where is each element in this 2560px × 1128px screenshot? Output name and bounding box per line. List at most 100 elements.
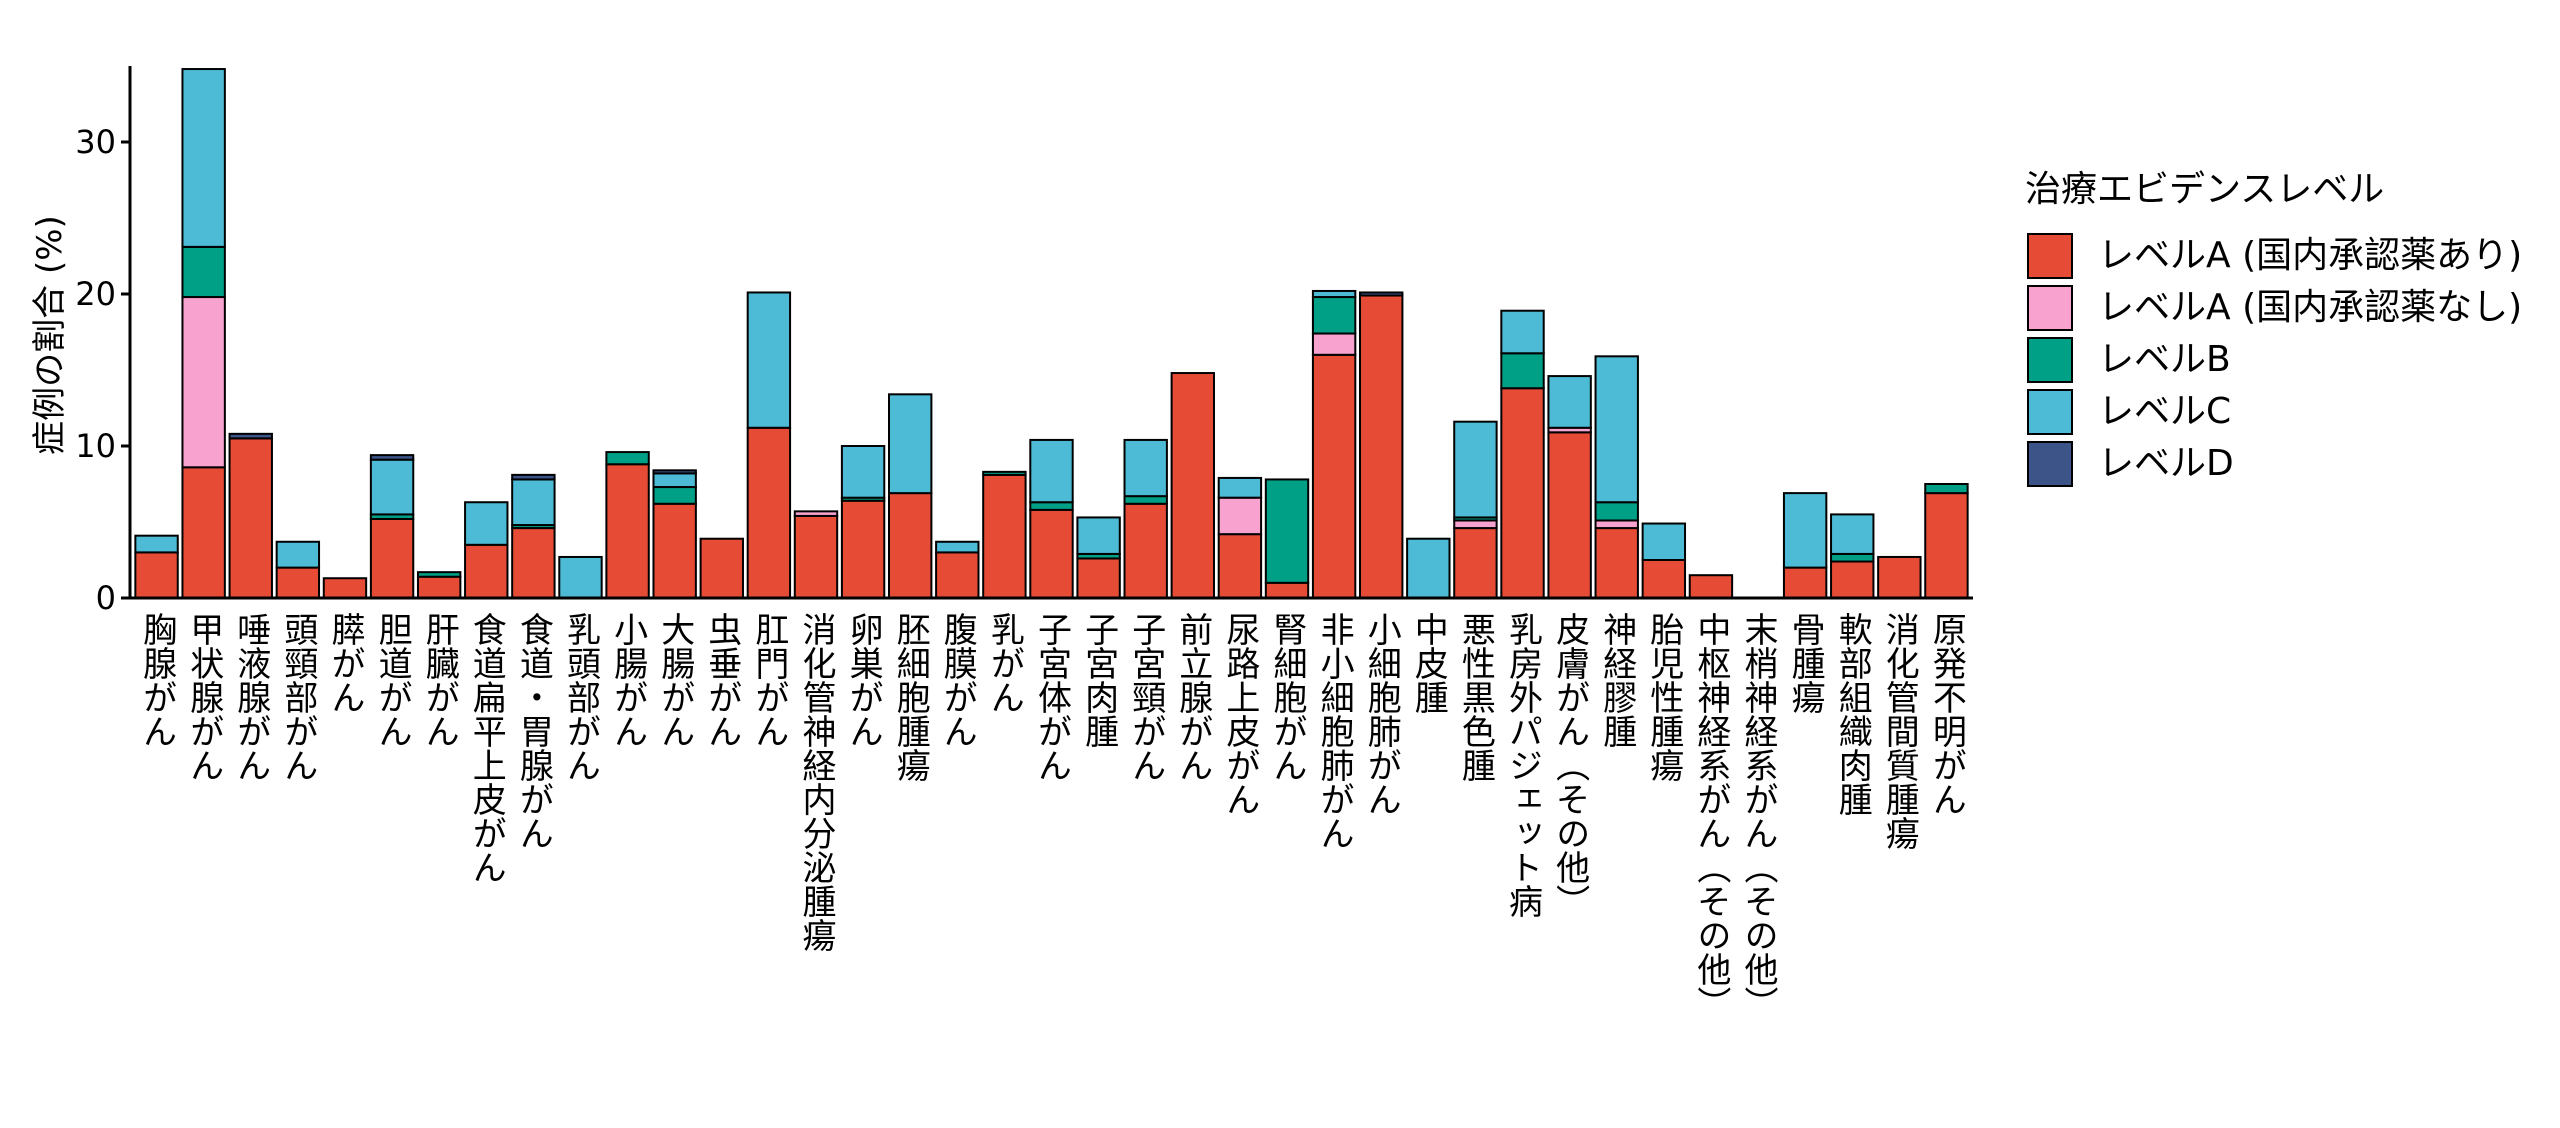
x-tick-label-18: 腹膜がん xyxy=(937,612,978,748)
bar-segment-6-level-d xyxy=(369,454,415,461)
bar-segment-9-level-c xyxy=(511,478,556,527)
x-tick-label-1: 胸腺がん xyxy=(136,612,177,748)
x-tick-label-12: 大腸がん xyxy=(654,612,695,748)
x-tick-label-16: 卵巣がん xyxy=(843,612,884,748)
legend-item-level-c: レベルC xyxy=(2025,386,2522,438)
legend-swatch-level-c xyxy=(2027,389,2073,435)
bar-segment-2-level-c xyxy=(181,68,226,248)
bar-segment-16-level-a-approved xyxy=(840,499,886,599)
x-tick-label-10: 乳頭部がん xyxy=(560,612,601,782)
x-tick-label-19: 乳がん xyxy=(984,612,1025,714)
bar-segment-3-level-d xyxy=(228,432,273,440)
x-tick-label-29: 悪性黒色腫 xyxy=(1455,612,1496,782)
bar-segment-33-level-c xyxy=(1641,522,1687,562)
bar-segment-18-level-c xyxy=(935,540,980,554)
legend-label-level-b: レベルB xyxy=(2098,339,2231,380)
bar-segment-24-level-c xyxy=(1217,476,1263,499)
legend-item-level-a-approved: レベルA (国内承認薬あり) xyxy=(2025,230,2522,282)
y-tick-label-0: 0 xyxy=(96,579,116,617)
x-tick-label-36: 骨腫瘍 xyxy=(1785,612,1826,714)
x-tick-label-22: 子宮頸がん xyxy=(1125,612,1166,782)
x-tick-label-9: 食道・胃腺がん xyxy=(513,612,554,850)
bar-segment-25-level-b xyxy=(1264,478,1310,584)
bar-segment-22-level-c xyxy=(1123,438,1168,498)
bar-segment-1-level-c xyxy=(134,534,179,554)
bar-segment-16-level-c xyxy=(840,445,886,499)
x-tick-label-38: 消化管間質腫瘍 xyxy=(1879,612,1920,850)
bar-segment-32-level-c xyxy=(1594,355,1639,504)
bar-segment-23-level-a-approved xyxy=(1170,372,1215,600)
bar-segment-31-level-a-approved xyxy=(1547,431,1592,599)
x-tick-label-2: 甲状腺がん xyxy=(183,612,224,782)
legend-label-level-a-unapproved: レベルA (国内承認薬なし) xyxy=(2098,287,2523,328)
bar-segment-8-level-c xyxy=(464,501,509,546)
x-tick-label-4: 頭頸部がん xyxy=(277,612,318,782)
legend-label-level-d: レベルD xyxy=(2098,443,2234,484)
bar-segment-36-level-c xyxy=(1782,492,1828,569)
x-tick-label-35: 末梢神経系がん（その他） xyxy=(1738,612,1778,1020)
legend-label-level-a-approved: レベルA (国内承認薬あり) xyxy=(2098,235,2523,276)
bar-segment-21-level-c xyxy=(1076,516,1121,555)
bar-segment-14-level-c xyxy=(746,291,792,429)
bar-segment-20-level-c xyxy=(1029,438,1074,504)
bar-segment-31-level-c xyxy=(1547,375,1592,429)
x-tick-label-32: 神経膠腫 xyxy=(1596,612,1637,748)
legend-swatch-level-a-approved xyxy=(2027,233,2073,279)
legend-swatch-level-a-unapproved xyxy=(2027,285,2073,331)
bar-segment-39-level-b xyxy=(1924,483,1969,495)
bar-segment-9-level-a-approved xyxy=(511,527,556,600)
x-tick-label-33: 胎児性腫瘍 xyxy=(1643,612,1684,782)
legend-item-level-d: レベルD xyxy=(2025,438,2522,490)
x-tick-label-6: 胆道がん xyxy=(372,612,413,748)
x-tick-label-20: 子宮体がん xyxy=(1031,612,1072,782)
bar-segment-19-level-b xyxy=(982,470,1027,476)
x-tick-label-34: 中枢神経系がん（その他） xyxy=(1690,612,1731,1020)
bar-segment-29-level-a-approved xyxy=(1453,527,1498,600)
bar-segment-38-level-a-approved xyxy=(1877,555,1922,600)
bar-segment-27-level-d xyxy=(1359,291,1404,297)
x-tick-label-39: 原発不明がん xyxy=(1926,612,1967,816)
x-tick-label-31: 皮膚がん（その他） xyxy=(1549,612,1590,918)
bar-segment-2-level-b xyxy=(181,245,226,299)
x-tick-label-5: 膵がん xyxy=(325,612,365,714)
x-tick-label-26: 非小細胞肺がん xyxy=(1314,612,1355,850)
bar-segment-32-level-a-approved xyxy=(1594,527,1639,600)
y-tick-label-10: 10 xyxy=(75,427,116,465)
y-ticks-group: 0 10 20 30 xyxy=(75,123,130,617)
bar-segment-13-level-a-approved xyxy=(699,537,744,599)
bar-segment-29-level-c xyxy=(1453,420,1498,519)
x-tick-label-3: 唾液腺がん xyxy=(230,612,271,782)
x-tick-label-11: 小腸がん xyxy=(607,612,648,748)
y-tick-label-30: 30 xyxy=(75,123,116,161)
legend-title: 治療エビデンスレベル xyxy=(2025,169,2385,210)
bar-segment-11-level-a-approved xyxy=(605,463,650,599)
bar-segment-7-level-b xyxy=(416,571,462,578)
bar-segment-17-level-c xyxy=(888,393,933,495)
legend-swatch-level-b xyxy=(2027,337,2073,383)
x-tick-label-37: 軟部組織肉腫 xyxy=(1832,612,1873,816)
x-tick-label-28: 中皮腫 xyxy=(1408,612,1449,714)
bar-segment-26-level-a-approved xyxy=(1311,353,1357,599)
bar-segment-17-level-a-approved xyxy=(888,492,933,599)
x-tick-label-17: 胚細胞腫瘍 xyxy=(890,612,931,782)
bar-segment-11-level-b xyxy=(605,451,650,466)
x-tick-label-27: 小細胞肺がん xyxy=(1361,612,1402,816)
y-axis-title: 症例の割合 (%) xyxy=(30,215,70,455)
bar-segment-2-level-a-unapproved xyxy=(181,296,226,469)
bar-segment-15-level-a-unapproved xyxy=(793,510,839,517)
legend-item-level-a-unapproved: レベルA (国内承認薬なし) xyxy=(2025,282,2522,334)
bar-segment-26-level-c xyxy=(1311,289,1357,299)
bar-segment-15-level-a-approved xyxy=(793,514,839,599)
x-tick-label-30: 乳房外パジェット病 xyxy=(1502,612,1543,918)
axes-group xyxy=(128,66,1973,600)
bars-group xyxy=(134,68,1969,600)
x-tick-label-23: 前立腺がん xyxy=(1172,612,1213,782)
x-tick-label-24: 尿路上皮がん xyxy=(1219,612,1260,816)
x-tick-label-25: 腎細胞がん xyxy=(1267,612,1307,782)
bar-segment-30-level-c xyxy=(1500,309,1545,355)
x-tick-label-21: 子宮肉腫 xyxy=(1078,612,1119,748)
x-tick-label-7: 肝臓がん xyxy=(419,612,460,748)
bar-segment-12-level-d xyxy=(652,469,697,475)
